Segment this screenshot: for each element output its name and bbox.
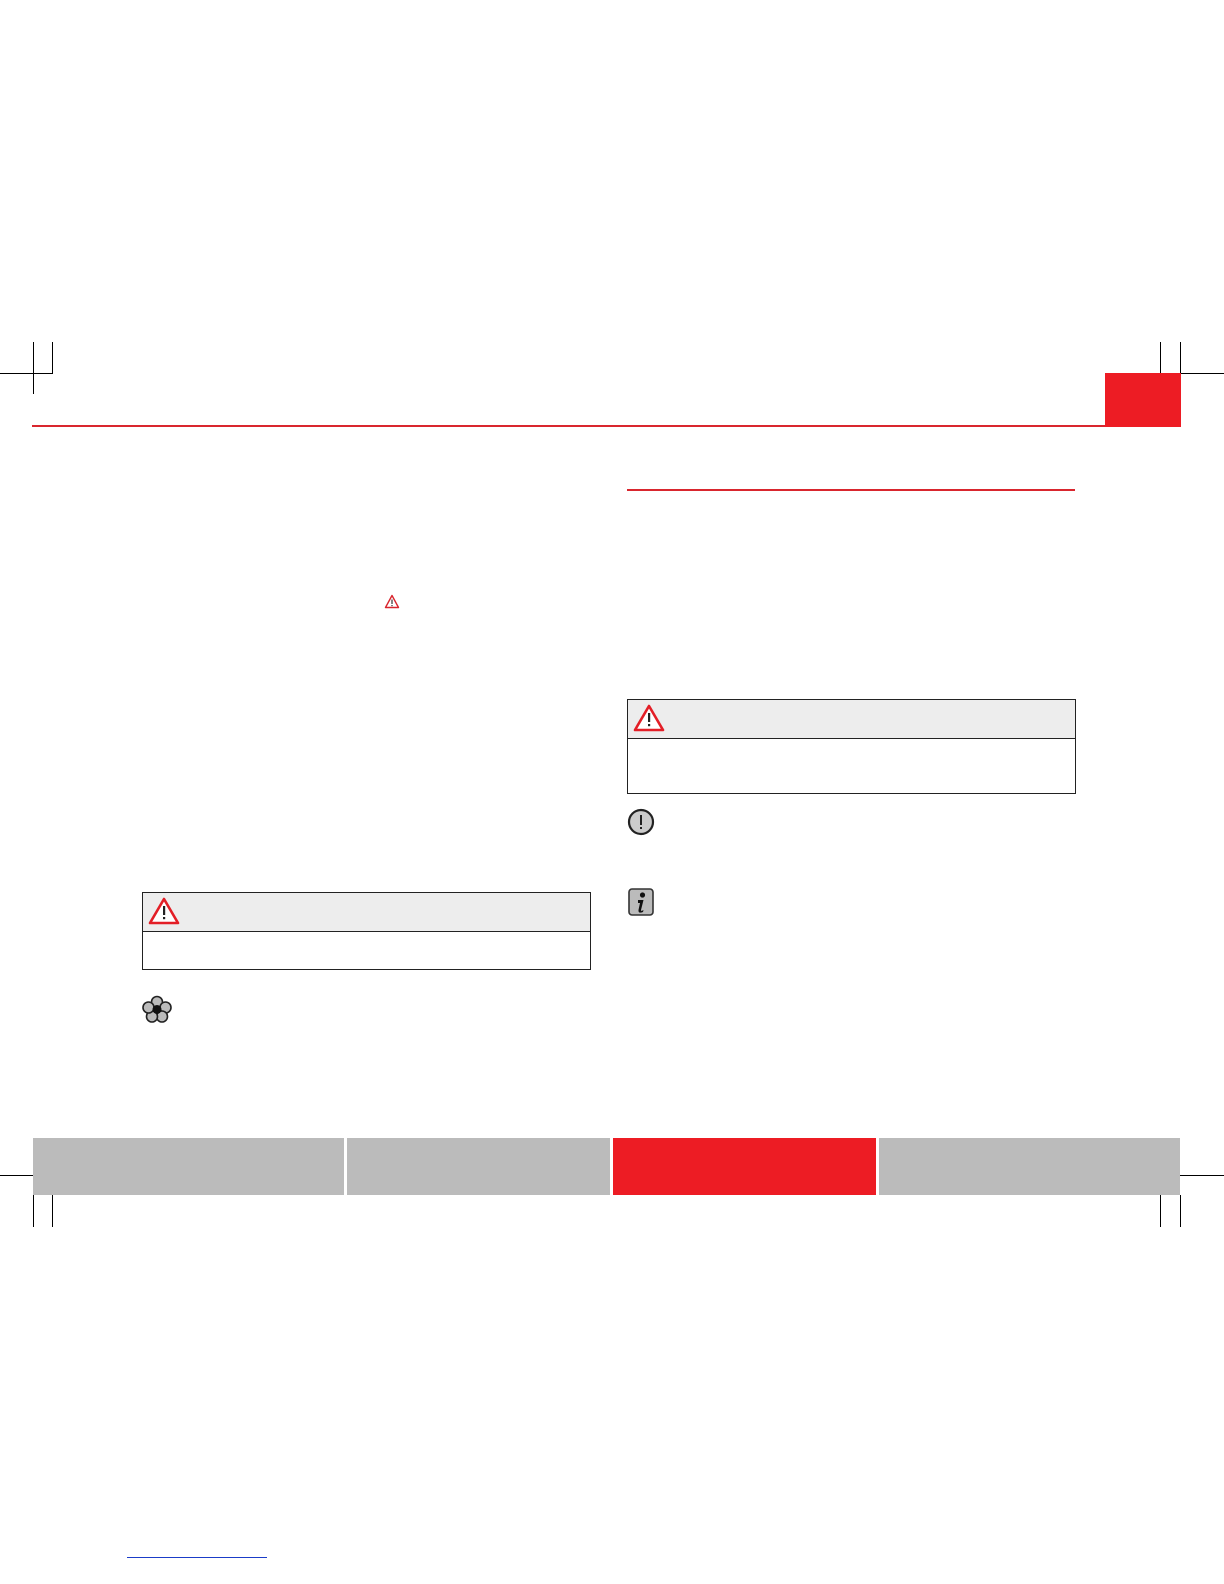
footer-link-underline[interactable] xyxy=(127,1557,267,1558)
exclamation-circle-icon xyxy=(627,808,655,836)
chapter-tab xyxy=(1105,373,1181,427)
warning-triangle-icon xyxy=(384,594,400,609)
header-rule xyxy=(32,425,1106,427)
warning-box-header xyxy=(628,700,1075,739)
footer-tab-4[interactable] xyxy=(879,1138,1180,1195)
warning-triangle-icon xyxy=(633,704,665,732)
flower-icon xyxy=(142,995,172,1023)
warning-box xyxy=(627,699,1076,794)
footer-tab-2[interactable] xyxy=(347,1138,610,1195)
footer-tab-3-active[interactable] xyxy=(613,1138,876,1195)
warning-triangle-icon xyxy=(148,897,180,925)
footer-tab-1[interactable] xyxy=(33,1138,344,1195)
info-icon xyxy=(628,888,654,916)
section-rule xyxy=(627,489,1075,491)
warning-box-header xyxy=(143,893,590,932)
warning-box xyxy=(142,892,591,970)
